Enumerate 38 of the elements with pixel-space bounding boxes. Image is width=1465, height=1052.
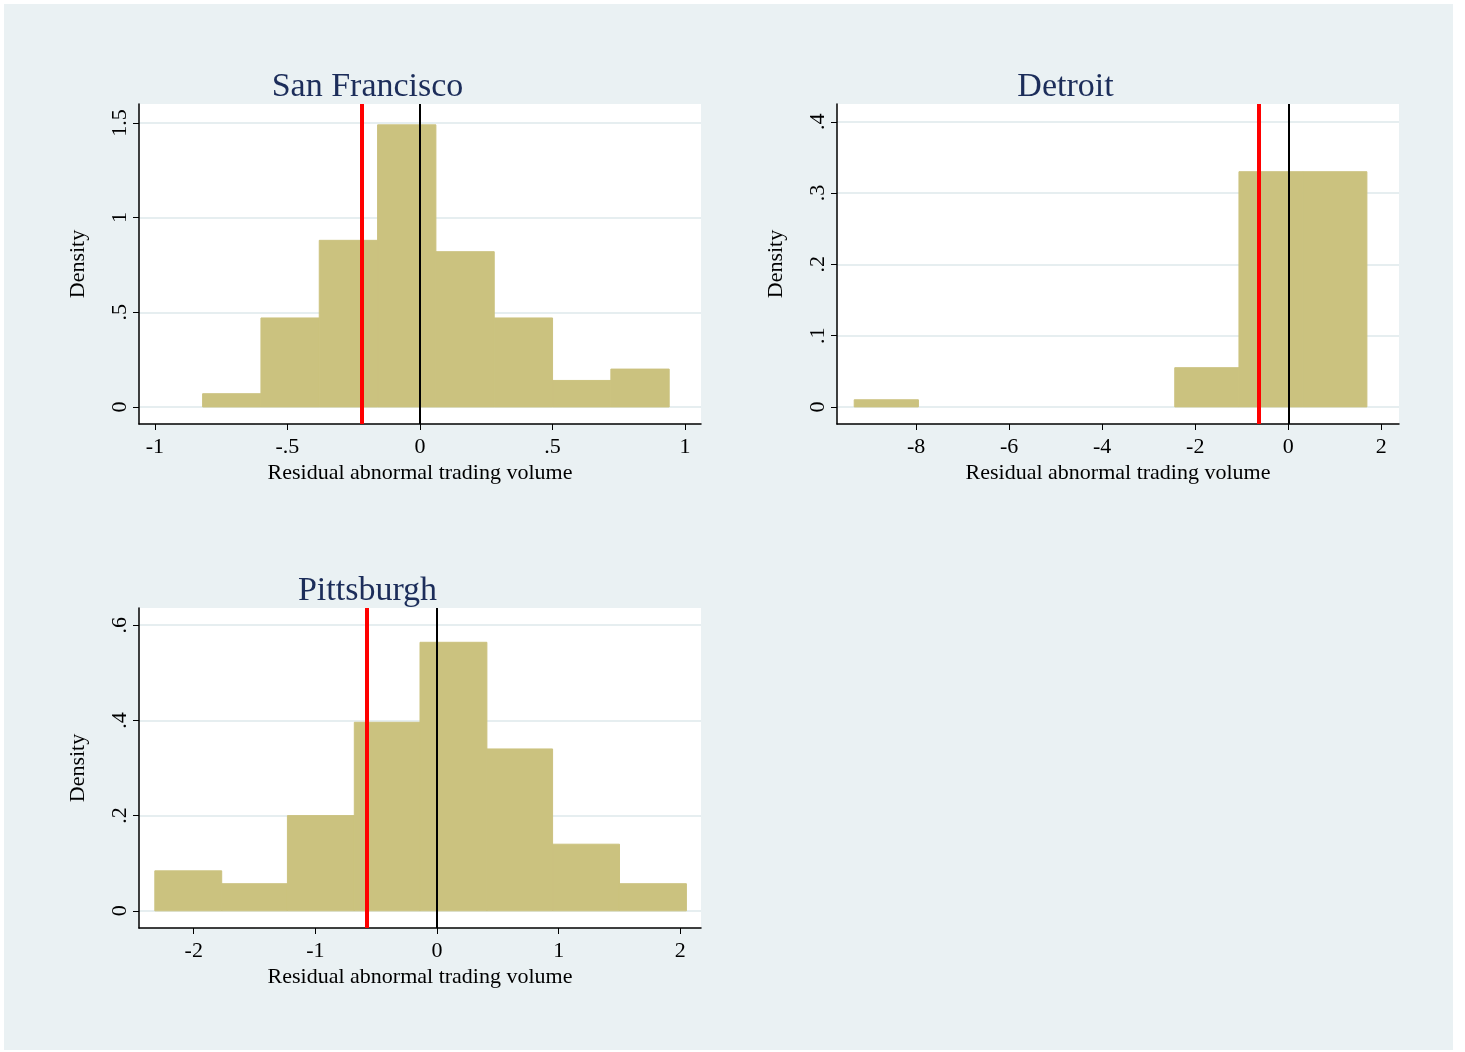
y-tick-label: 1	[105, 212, 131, 224]
y-tick-label: 1.5	[105, 109, 131, 137]
x-tick-label: 0	[431, 936, 443, 962]
x-tick-label: -8	[906, 432, 926, 458]
x-tick-label: -2	[1186, 432, 1205, 458]
x-axis-title: Residual abnormal trading volume	[267, 459, 573, 485]
y-axis-title: Density	[63, 229, 89, 299]
y-tick-label: 0	[105, 905, 131, 917]
x-axis-title: Residual abnormal trading volume	[965, 459, 1271, 485]
x-tick-label: 0	[1282, 432, 1294, 458]
y-tick-label: .4	[803, 113, 829, 131]
y-tick-label: 0	[105, 401, 131, 413]
x-tick-label: -2	[184, 936, 203, 962]
y-tick-label: .4	[105, 712, 131, 729]
y-tick-label: .6	[105, 616, 131, 634]
x-tick-label: -6	[999, 432, 1019, 458]
y-tick-label: 0	[803, 401, 829, 413]
x-tick-label: -4	[1093, 432, 1112, 458]
y-axis-title: Density	[761, 229, 787, 299]
x-tick-label: -.5	[275, 432, 300, 458]
x-tick-label: 2	[674, 936, 686, 962]
x-tick-label: -1	[306, 936, 325, 962]
y-tick-label: .2	[803, 256, 829, 273]
y-tick-label: .3	[803, 184, 829, 202]
y-tick-label: .5	[105, 304, 131, 321]
y-tick-label: .1	[803, 327, 829, 344]
x-tick-label: 2	[1375, 432, 1387, 458]
chart-title: Pittsburgh	[297, 569, 438, 607]
x-tick-label: 0	[414, 432, 426, 458]
x-tick-label: 1	[679, 432, 691, 458]
y-axis-title: Density	[63, 733, 89, 803]
chart-title: Detroit	[1017, 65, 1115, 103]
x-tick-label: .5	[544, 432, 561, 458]
chart-title: San Francisco	[271, 65, 464, 103]
y-tick-label: .2	[105, 807, 131, 824]
x-tick-label: 1	[553, 936, 565, 962]
x-tick-label: -1	[145, 432, 165, 458]
x-axis-title: Residual abnormal trading volume	[267, 963, 573, 989]
